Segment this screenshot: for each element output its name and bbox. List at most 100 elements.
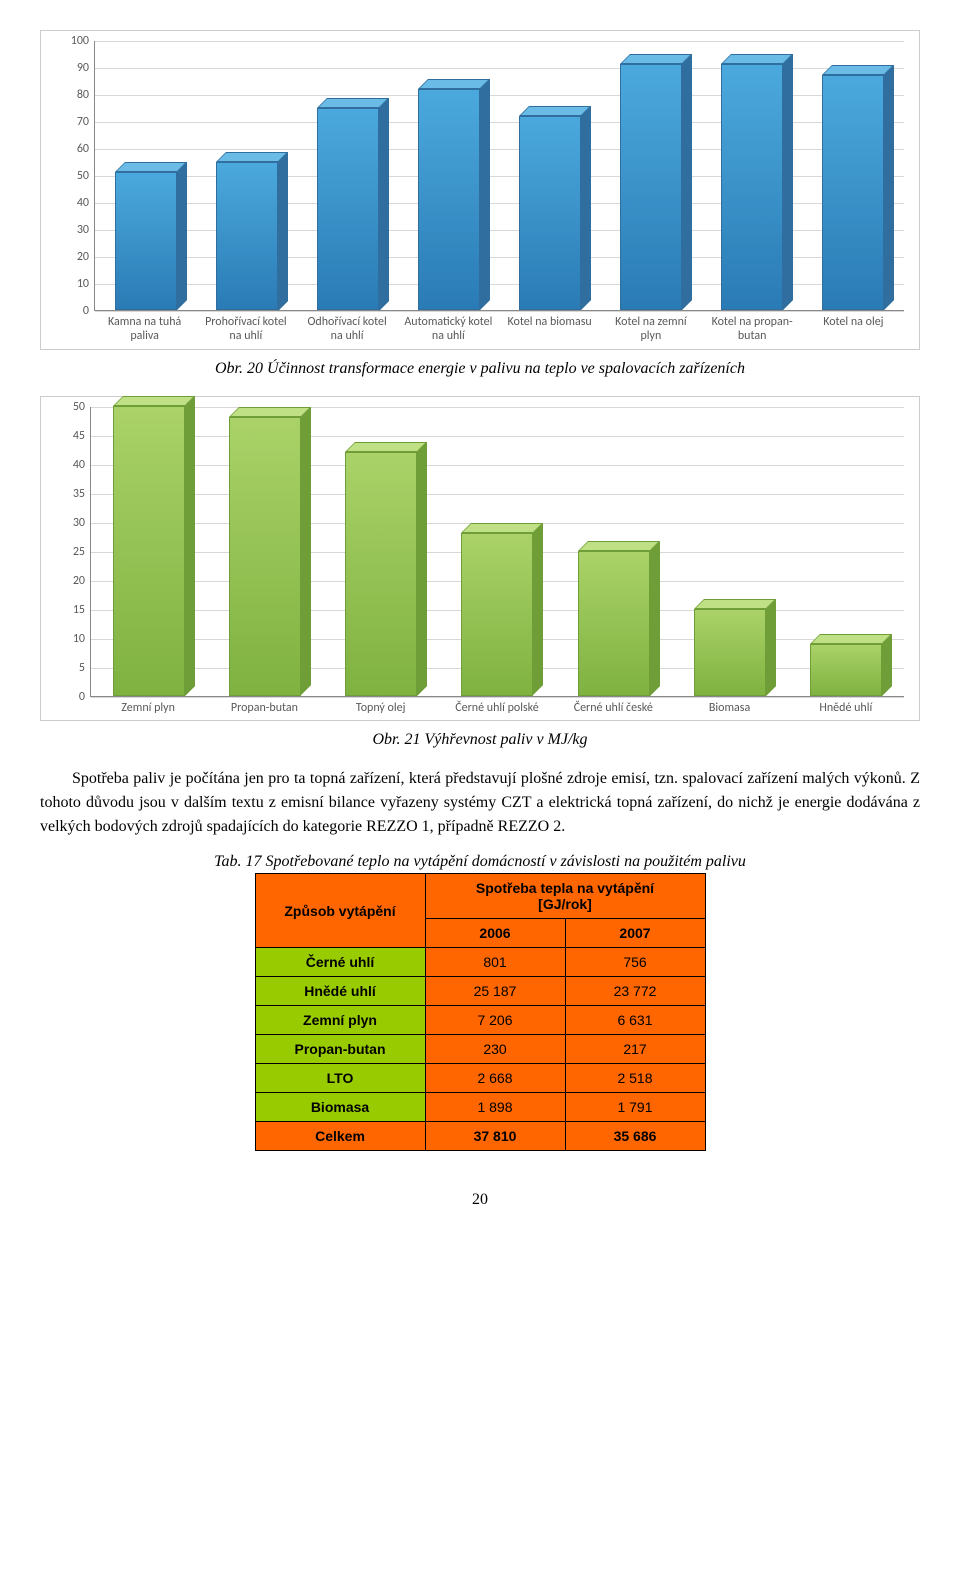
chart2-xlabel: Topný olej <box>331 697 431 715</box>
table-row-label: Biomasa <box>255 1093 425 1122</box>
chart1-plot: 0102030405060708090100 <box>94 41 904 311</box>
table-cell: 6 631 <box>565 1006 705 1035</box>
table-row: Propan-butan230217 <box>255 1035 705 1064</box>
page-number: 20 <box>40 1191 920 1209</box>
chart2-xlabel: Propan-butan <box>214 697 314 715</box>
chart1-ylabel: 50 <box>77 169 95 183</box>
table-row: Biomasa1 8981 791 <box>255 1093 705 1122</box>
table-caption: Tab. 17 Spotřebované teplo na vytápění d… <box>40 853 920 871</box>
chart1-ylabel: 60 <box>77 142 95 156</box>
body-paragraph-text: Spotřeba paliv je počítána jen pro ta to… <box>40 770 920 835</box>
chart2-xlabel: Zemní plyn <box>98 697 198 715</box>
table-cell: 2 518 <box>565 1064 705 1093</box>
chart1-ylabel: 70 <box>77 115 95 129</box>
table-cell: 1 898 <box>425 1093 565 1122</box>
chart2-bar <box>229 417 301 695</box>
chart1-gridline <box>95 311 904 312</box>
chart1-bar <box>216 162 278 311</box>
chart2-xlabel: Černé uhlí české <box>563 697 663 715</box>
data-table: Způsob vytápěníSpotřeba tepla na vytápěn… <box>255 873 706 1151</box>
chart2-plot: 05101520253035404550 <box>90 407 904 697</box>
chart1-xlabel: Odhořívací kotel na uhlí <box>302 311 392 344</box>
table-row-label: Propan-butan <box>255 1035 425 1064</box>
table-cell: 756 <box>565 948 705 977</box>
chart2-bar <box>461 533 533 695</box>
chart2-xlabel: Biomasa <box>680 697 780 715</box>
table-cell: 25 187 <box>425 977 565 1006</box>
table-header-year: 2007 <box>565 919 705 948</box>
table-row-label: Hnědé uhlí <box>255 977 425 1006</box>
chart2-ylabel: 25 <box>73 545 91 559</box>
chart2-gridline <box>91 697 904 698</box>
chart2-bar <box>345 452 417 696</box>
table-total-cell: 35 686 <box>565 1122 705 1151</box>
table-row: LTO2 6682 518 <box>255 1064 705 1093</box>
chart1-bar <box>721 64 783 310</box>
chart1-ylabel: 40 <box>77 196 95 210</box>
table-cell: 217 <box>565 1035 705 1064</box>
chart1-xlabel: Kamna na tuhá paliva <box>100 311 190 344</box>
table-cell: 230 <box>425 1035 565 1064</box>
table-row-label: Zemní plyn <box>255 1006 425 1035</box>
chart1-xlabel: Kotel na olej <box>808 311 898 344</box>
chart2-bar <box>578 551 650 696</box>
table-row-label: LTO <box>255 1064 425 1093</box>
chart2-ylabel: 40 <box>73 458 91 472</box>
table-cell: 7 206 <box>425 1006 565 1035</box>
chart2-ylabel: 5 <box>79 661 91 675</box>
table-row: Černé uhlí801756 <box>255 948 705 977</box>
body-paragraph: Spotřeba paliv je počítána jen pro ta to… <box>40 767 920 839</box>
chart2-bars <box>91 407 904 696</box>
chart1-ylabel: 20 <box>77 250 95 264</box>
chart1-bars <box>95 41 904 310</box>
chart2-ylabel: 35 <box>73 487 91 501</box>
table-cell: 1 791 <box>565 1093 705 1122</box>
table-total-cell: 37 810 <box>425 1122 565 1151</box>
chart2-ylabel: 20 <box>73 574 91 588</box>
chart1-xlabel: Kotel na biomasu <box>505 311 595 344</box>
chart1-ylabel: 10 <box>77 277 95 291</box>
chart2-xlabel: Černé uhlí polské <box>447 697 547 715</box>
chart1-bar <box>115 172 177 310</box>
chart1-ylabel: 90 <box>77 61 95 75</box>
chart1-bar <box>317 108 379 311</box>
chart1-caption: Obr. 20 Účinnost transformace energie v … <box>40 360 920 378</box>
chart1-xlabel: Kotel na zemní plyn <box>606 311 696 344</box>
chart1-bar <box>822 75 884 310</box>
chart1-ylabel: 0 <box>83 304 95 318</box>
table-total-row: Celkem37 81035 686 <box>255 1122 705 1151</box>
chart1-xlabel: Prohořívací kotel na uhlí <box>201 311 291 344</box>
chart1-bar <box>620 64 682 310</box>
chart1-ylabel: 80 <box>77 88 95 102</box>
table-row: Zemní plyn7 2066 631 <box>255 1006 705 1035</box>
table-row-label: Černé uhlí <box>255 948 425 977</box>
chart2: 05101520253035404550 Zemní plyn Propan-bu… <box>56 407 904 715</box>
chart1-xaxis: Kamna na tuhá paliva Prohořívací kotel na… <box>94 311 904 344</box>
chart1-xlabel: Automatický kotel na uhlí <box>403 311 493 344</box>
chart2-bar <box>694 609 766 696</box>
chart2-bar <box>113 406 185 696</box>
chart1: 0102030405060708090100 Kamna na tuhá pal… <box>56 41 904 344</box>
table-cell: 23 772 <box>565 977 705 1006</box>
chart2-ylabel: 10 <box>73 632 91 646</box>
chart1-bar <box>418 89 480 310</box>
chart2-ylabel: 45 <box>73 429 91 443</box>
chart2-ylabel: 50 <box>73 400 91 414</box>
chart1-ylabel: 100 <box>71 34 95 48</box>
chart2-container: 05101520253035404550 Zemní plyn Propan-bu… <box>40 396 920 721</box>
chart2-bar <box>810 644 882 696</box>
table-total-label: Celkem <box>255 1122 425 1151</box>
chart2-ylabel: 15 <box>73 603 91 617</box>
table-header-method: Způsob vytápění <box>255 874 425 948</box>
table-header-consumption: Spotřeba tepla na vytápění[GJ/rok] <box>425 874 705 919</box>
chart1-bar <box>519 116 581 310</box>
chart2-xlabel: Hnědé uhlí <box>796 697 896 715</box>
table-row: Hnědé uhlí25 18723 772 <box>255 977 705 1006</box>
chart1-container: 0102030405060708090100 Kamna na tuhá pal… <box>40 30 920 350</box>
table-cell: 2 668 <box>425 1064 565 1093</box>
table-cell: 801 <box>425 948 565 977</box>
chart2-ylabel: 0 <box>79 690 91 704</box>
chart1-xlabel: Kotel na propan-butan <box>707 311 797 344</box>
chart1-ylabel: 30 <box>77 223 95 237</box>
chart2-xaxis: Zemní plyn Propan-butan Topný olej Černé uh… <box>90 697 904 715</box>
